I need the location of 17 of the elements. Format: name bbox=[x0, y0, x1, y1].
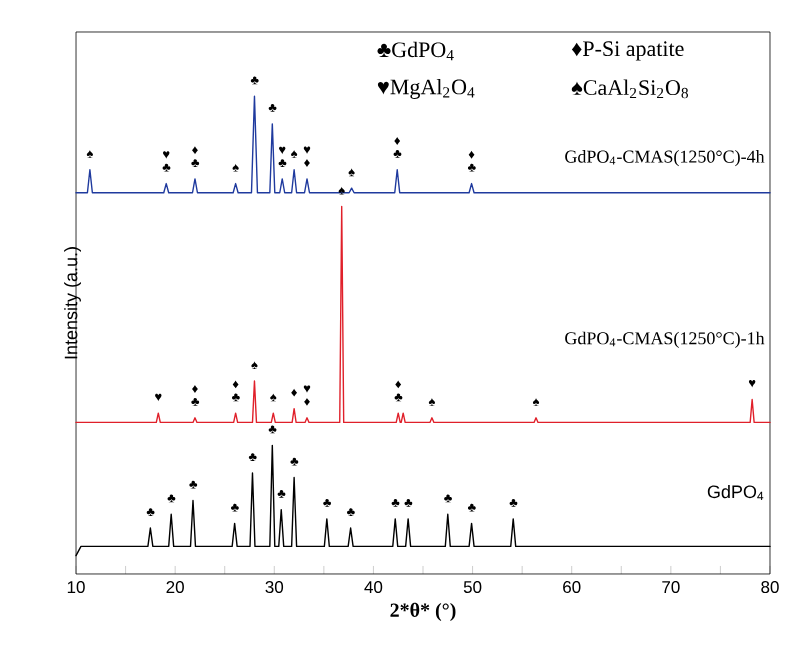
x-tick-label: 30 bbox=[265, 581, 284, 594]
x-tick-label: 20 bbox=[166, 581, 184, 594]
text: GdPO$_{4}$-CMAS(1250°C)-1h bbox=[565, 331, 765, 348]
x-tick-label: 10 bbox=[67, 581, 85, 594]
annotation: ♠CaAl$_{2}$Si$_{2}$O$_{8}$ bbox=[571, 79, 689, 99]
x-tick-label: 40 bbox=[364, 581, 383, 594]
text: ♦P-Si apatite bbox=[571, 41, 684, 61]
x-tick-label: 80 bbox=[761, 581, 779, 594]
text: GdPO$_{4}$ bbox=[707, 484, 764, 501]
x-tick-label: 60 bbox=[563, 581, 581, 594]
x-axis-title: 2*θ* (°) bbox=[390, 602, 456, 622]
y-axis-title: Intensity (a.u.) bbox=[64, 247, 81, 359]
text: ♣GdPO$_{4}$ bbox=[377, 41, 454, 61]
series-label: GdPO$_{4}$-CMAS(1250°C)-4h bbox=[565, 150, 765, 167]
x-tick-label: 70 bbox=[662, 581, 680, 594]
x-tick-label: 50 bbox=[463, 581, 482, 594]
annotation: ♥MgAl$_{2}$O$_{4}$ bbox=[377, 78, 475, 99]
